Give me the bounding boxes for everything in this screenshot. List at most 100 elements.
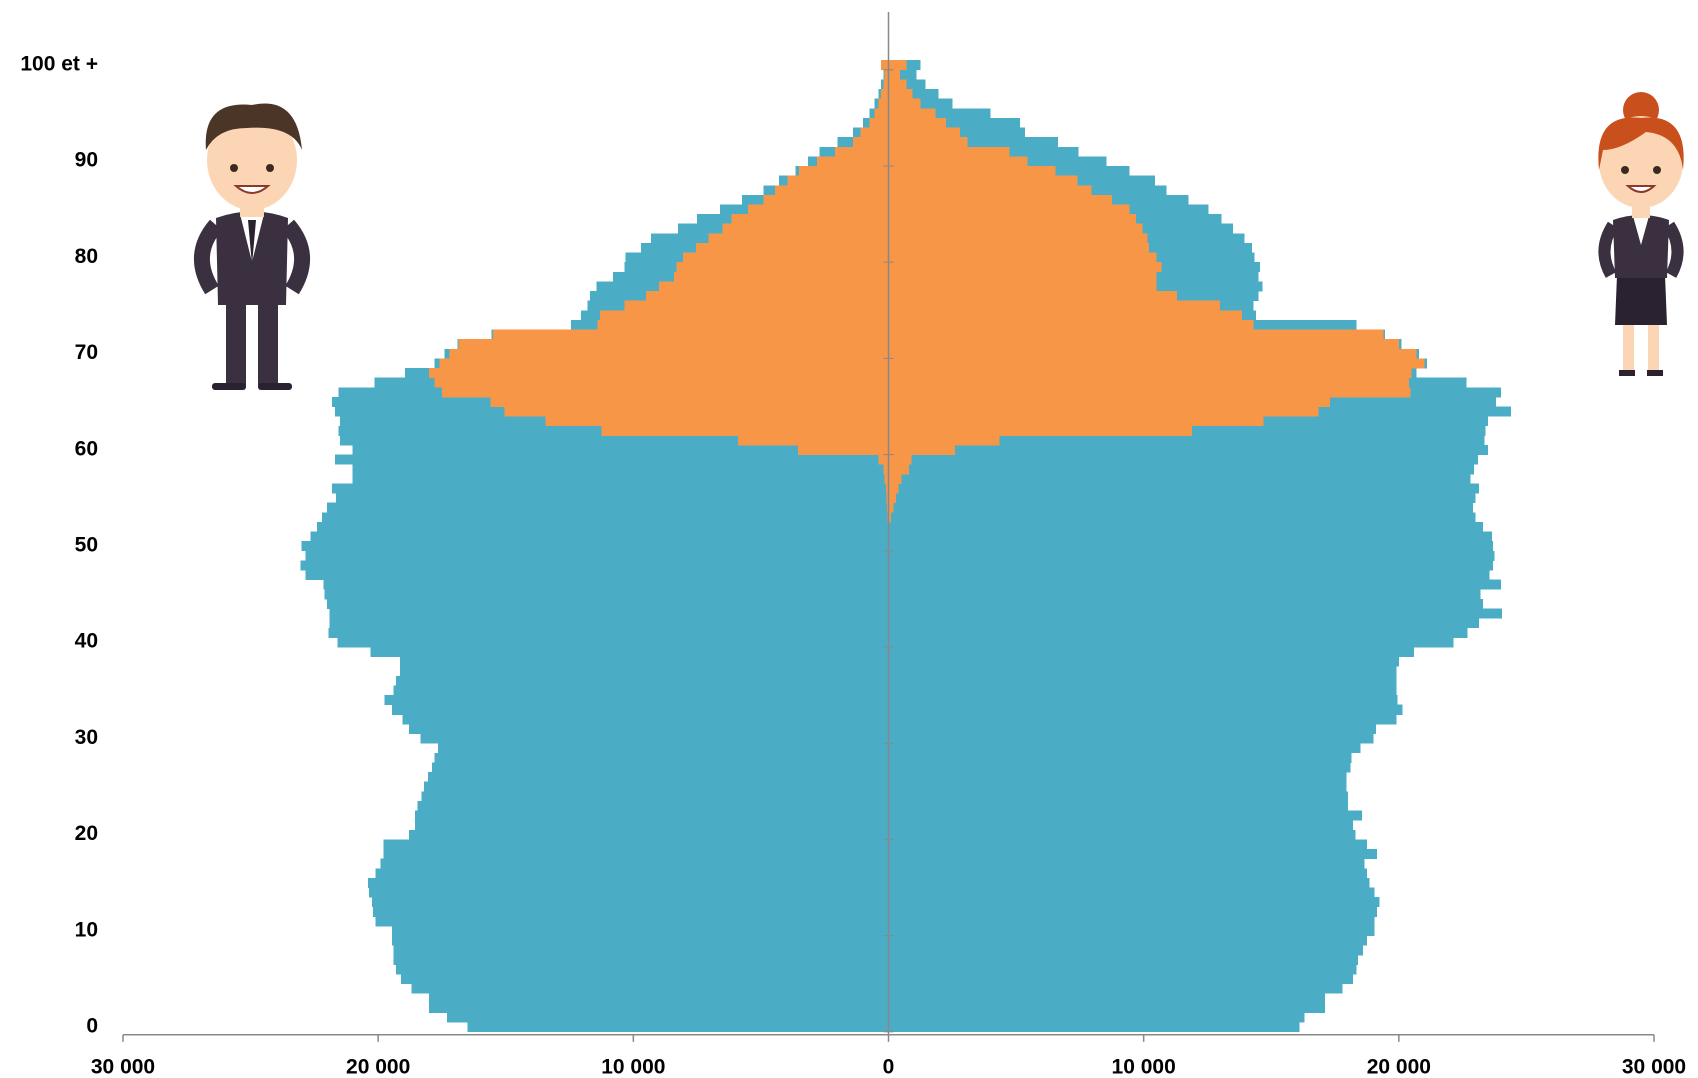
bar bbox=[888, 464, 1475, 475]
bar bbox=[888, 242, 1149, 253]
bar bbox=[888, 598, 1484, 609]
bar bbox=[888, 79, 907, 90]
bar bbox=[415, 810, 889, 821]
bar bbox=[888, 925, 1375, 937]
bar bbox=[305, 550, 889, 561]
bar bbox=[888, 194, 1112, 205]
bar bbox=[888, 252, 1157, 263]
x-tick-label: 20 000 bbox=[1367, 1055, 1431, 1078]
bar bbox=[373, 906, 889, 917]
bar bbox=[888, 752, 1352, 763]
bar bbox=[888, 166, 1056, 177]
bar bbox=[888, 1002, 1325, 1013]
bar bbox=[339, 435, 889, 446]
bar bbox=[393, 945, 889, 956]
bar bbox=[888, 579, 1501, 590]
bar bbox=[402, 714, 889, 725]
bar bbox=[888, 618, 1480, 629]
bar bbox=[336, 493, 889, 504]
bar bbox=[888, 877, 1370, 888]
bar bbox=[888, 627, 1468, 638]
bar bbox=[658, 281, 889, 292]
bars bbox=[300, 60, 1512, 1033]
bar bbox=[888, 570, 1490, 581]
bar bbox=[888, 723, 1376, 734]
bar bbox=[888, 695, 1398, 706]
bar bbox=[352, 473, 889, 484]
bar bbox=[888, 483, 899, 494]
bar bbox=[434, 377, 889, 388]
bar bbox=[888, 339, 1399, 350]
bar bbox=[748, 204, 889, 215]
bar bbox=[328, 627, 889, 638]
bar bbox=[774, 185, 889, 196]
bar bbox=[888, 89, 939, 100]
bar bbox=[883, 464, 889, 475]
bar bbox=[888, 974, 1353, 985]
bar bbox=[327, 502, 889, 513]
bar bbox=[888, 117, 946, 128]
bar bbox=[301, 541, 889, 552]
bar bbox=[888, 762, 1351, 773]
bar bbox=[401, 974, 889, 985]
bar bbox=[888, 675, 1397, 686]
bar bbox=[888, 541, 1494, 552]
x-tick-label: 30 000 bbox=[91, 1055, 155, 1078]
bar bbox=[797, 444, 889, 456]
bar bbox=[888, 887, 1375, 898]
bar bbox=[888, 945, 1364, 956]
bar bbox=[888, 377, 1410, 388]
bar bbox=[888, 98, 953, 109]
bar bbox=[888, 358, 1425, 369]
bar bbox=[888, 781, 1347, 792]
bar bbox=[888, 800, 1348, 811]
bar bbox=[874, 108, 889, 119]
bar bbox=[393, 685, 889, 696]
bar bbox=[888, 214, 1137, 225]
y-tick-label: 100 et + bbox=[20, 53, 98, 76]
bar bbox=[458, 339, 889, 350]
bar bbox=[421, 791, 889, 802]
bar bbox=[888, 329, 1384, 340]
x-tick-label: 10 000 bbox=[601, 1055, 665, 1078]
bar bbox=[860, 127, 889, 138]
x-tick-label: 10 000 bbox=[1112, 1055, 1176, 1078]
bar bbox=[674, 271, 889, 282]
bar bbox=[888, 348, 1417, 359]
y-tick-label: 70 bbox=[75, 341, 98, 364]
y-tick-label: 40 bbox=[75, 630, 98, 653]
bar bbox=[329, 608, 889, 619]
bar bbox=[888, 772, 1347, 783]
y-tick-label: 60 bbox=[75, 437, 98, 460]
bar bbox=[417, 800, 889, 811]
bar bbox=[888, 906, 1378, 917]
bar bbox=[888, 916, 1375, 927]
x-tick-label: 0 bbox=[883, 1055, 895, 1078]
bar bbox=[888, 291, 1177, 302]
bar bbox=[888, 637, 1454, 648]
bar bbox=[722, 223, 889, 234]
bar bbox=[888, 935, 1367, 946]
bar bbox=[367, 877, 889, 888]
bar bbox=[888, 185, 1092, 196]
bar bbox=[300, 560, 889, 571]
y-tick-label: 30 bbox=[75, 726, 98, 749]
bar bbox=[888, 685, 1397, 696]
bar bbox=[888, 608, 1503, 619]
bar bbox=[392, 925, 889, 937]
bar bbox=[329, 618, 889, 629]
bar bbox=[393, 954, 889, 965]
bar bbox=[884, 473, 889, 484]
bar bbox=[888, 137, 1059, 148]
bar bbox=[888, 1022, 1300, 1033]
bar bbox=[375, 916, 889, 927]
bar bbox=[396, 964, 889, 975]
bar bbox=[878, 98, 889, 109]
bar bbox=[888, 444, 955, 456]
bar bbox=[504, 406, 889, 417]
bar bbox=[888, 146, 1010, 157]
bar bbox=[429, 1002, 889, 1013]
bar bbox=[888, 156, 1028, 167]
bar bbox=[695, 242, 889, 253]
bar bbox=[834, 146, 889, 157]
